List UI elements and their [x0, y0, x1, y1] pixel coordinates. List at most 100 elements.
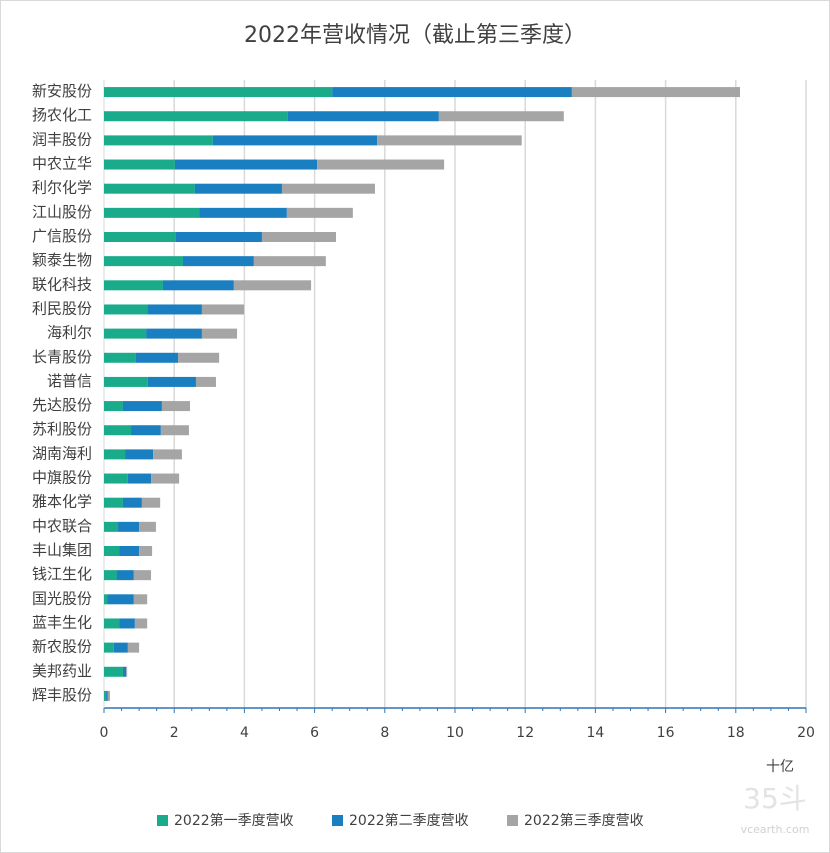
bar-segment: [126, 666, 128, 677]
bar-segment: [104, 666, 123, 677]
y-tick-label: 诺普信: [47, 372, 92, 390]
bar-segment: [194, 183, 282, 194]
bar-segment: [153, 449, 182, 460]
bar-segment: [199, 207, 287, 218]
bar-segment: [281, 183, 375, 194]
bar-segment: [125, 449, 154, 460]
y-tick-label: 扬农化工: [32, 106, 92, 124]
x-axis-label: 十亿: [766, 759, 794, 775]
bar-segment: [122, 401, 162, 412]
x-tick-label: 2: [170, 725, 179, 741]
y-tick-label: 中农立华: [32, 155, 92, 173]
bar-segment: [104, 207, 200, 218]
y-tick-label: 新安股份: [32, 82, 92, 100]
bar-segment: [119, 618, 135, 629]
bar-segment: [104, 570, 117, 581]
bar-segment: [332, 87, 572, 98]
y-tick-label: 中农联合: [32, 517, 92, 535]
bar-segment: [107, 690, 110, 701]
bar-segment: [116, 570, 134, 581]
bar-segment: [104, 328, 147, 339]
bar-segment: [104, 256, 183, 267]
bar-segment: [122, 497, 142, 508]
bar-segment: [201, 328, 238, 339]
y-tick-label: 钱江生化: [32, 565, 92, 583]
y-tick-label: 利民股份: [32, 299, 92, 317]
bar-segment: [118, 521, 140, 532]
bar-segment: [195, 376, 216, 387]
y-tick-label: 美邦药业: [32, 662, 92, 680]
bar-segment: [106, 690, 108, 701]
bar-segment: [174, 159, 318, 170]
bar-segment: [151, 473, 180, 484]
bar-segment: [104, 642, 114, 653]
x-tick-label: 6: [310, 725, 319, 741]
x-tick-label: 16: [657, 725, 675, 741]
bar-segment: [233, 280, 312, 291]
y-tick-label: 利尔化学: [32, 179, 92, 197]
bar-segment: [147, 376, 196, 387]
y-tick-label: 海利尔: [47, 324, 92, 342]
x-tick-label: 0: [100, 725, 109, 741]
bar-segment: [104, 473, 128, 484]
x-tick-label: 8: [380, 725, 389, 741]
y-tick-label: 润丰股份: [32, 130, 92, 148]
bar-segment: [104, 425, 132, 436]
bar-segment: [178, 352, 220, 363]
legend-swatch: [332, 815, 343, 826]
bar-segment: [127, 473, 152, 484]
bar-segment: [104, 376, 148, 387]
y-tick-label: 颖泰生物: [32, 251, 92, 269]
x-tick-label: 4: [240, 725, 249, 741]
bar-segment: [133, 570, 152, 581]
watermark-site: vcearth.com: [741, 823, 810, 836]
y-tick-label: 新农股份: [32, 638, 92, 656]
bar-segment: [131, 425, 161, 436]
y-tick-label: 先达股份: [32, 396, 92, 414]
x-tick-label: 18: [727, 725, 745, 741]
bar-segment: [104, 546, 120, 556]
bar-segment: [146, 328, 202, 339]
bar-segment: [160, 425, 189, 436]
bar-segment: [161, 401, 190, 412]
legend-label: 2022第二季度营收: [349, 812, 469, 829]
bar-segment: [571, 87, 741, 98]
bar-segment: [104, 690, 107, 701]
bar-segment: [122, 666, 127, 677]
bar-segment: [135, 352, 179, 363]
legend-swatch: [507, 815, 518, 826]
bar-segment: [175, 232, 262, 242]
bar-segment: [104, 497, 123, 508]
bar-segment: [104, 449, 126, 460]
bar-segment: [104, 232, 176, 242]
bar-segment: [107, 594, 134, 605]
legend-swatch: [157, 815, 168, 826]
bar-segment: [104, 159, 175, 170]
y-tick-label: 雅本化学: [32, 493, 92, 511]
legend-label: 2022第一季度营收: [174, 812, 294, 829]
bar-segment: [139, 521, 156, 532]
bar-segment: [377, 135, 522, 146]
bar-segment: [438, 111, 564, 122]
bar-segment: [286, 207, 353, 218]
x-tick-label: 10: [446, 725, 464, 741]
bar-segment: [212, 135, 378, 146]
bar-segment: [104, 304, 148, 315]
bar-segment: [104, 87, 333, 98]
y-tick-label: 湖南海利: [32, 444, 92, 462]
bar-segment: [141, 497, 161, 508]
bar-segment: [162, 280, 234, 291]
watermark-logo: 35斗: [743, 782, 807, 815]
y-tick-label: 广信股份: [32, 227, 92, 245]
bar-segment: [133, 594, 148, 605]
legend-label: 2022第三季度营收: [524, 812, 644, 829]
y-tick-label: 江山股份: [32, 203, 92, 221]
chart-title: 2022年营收情况（截止第三季度）: [244, 23, 586, 48]
bar-segment: [104, 111, 288, 122]
bar-segment: [261, 232, 337, 242]
bar-segment: [113, 642, 128, 653]
bar-segment: [253, 256, 326, 267]
bar-segment: [104, 401, 123, 412]
y-tick-label: 国光股份: [32, 589, 92, 607]
bar-segment: [134, 618, 148, 629]
